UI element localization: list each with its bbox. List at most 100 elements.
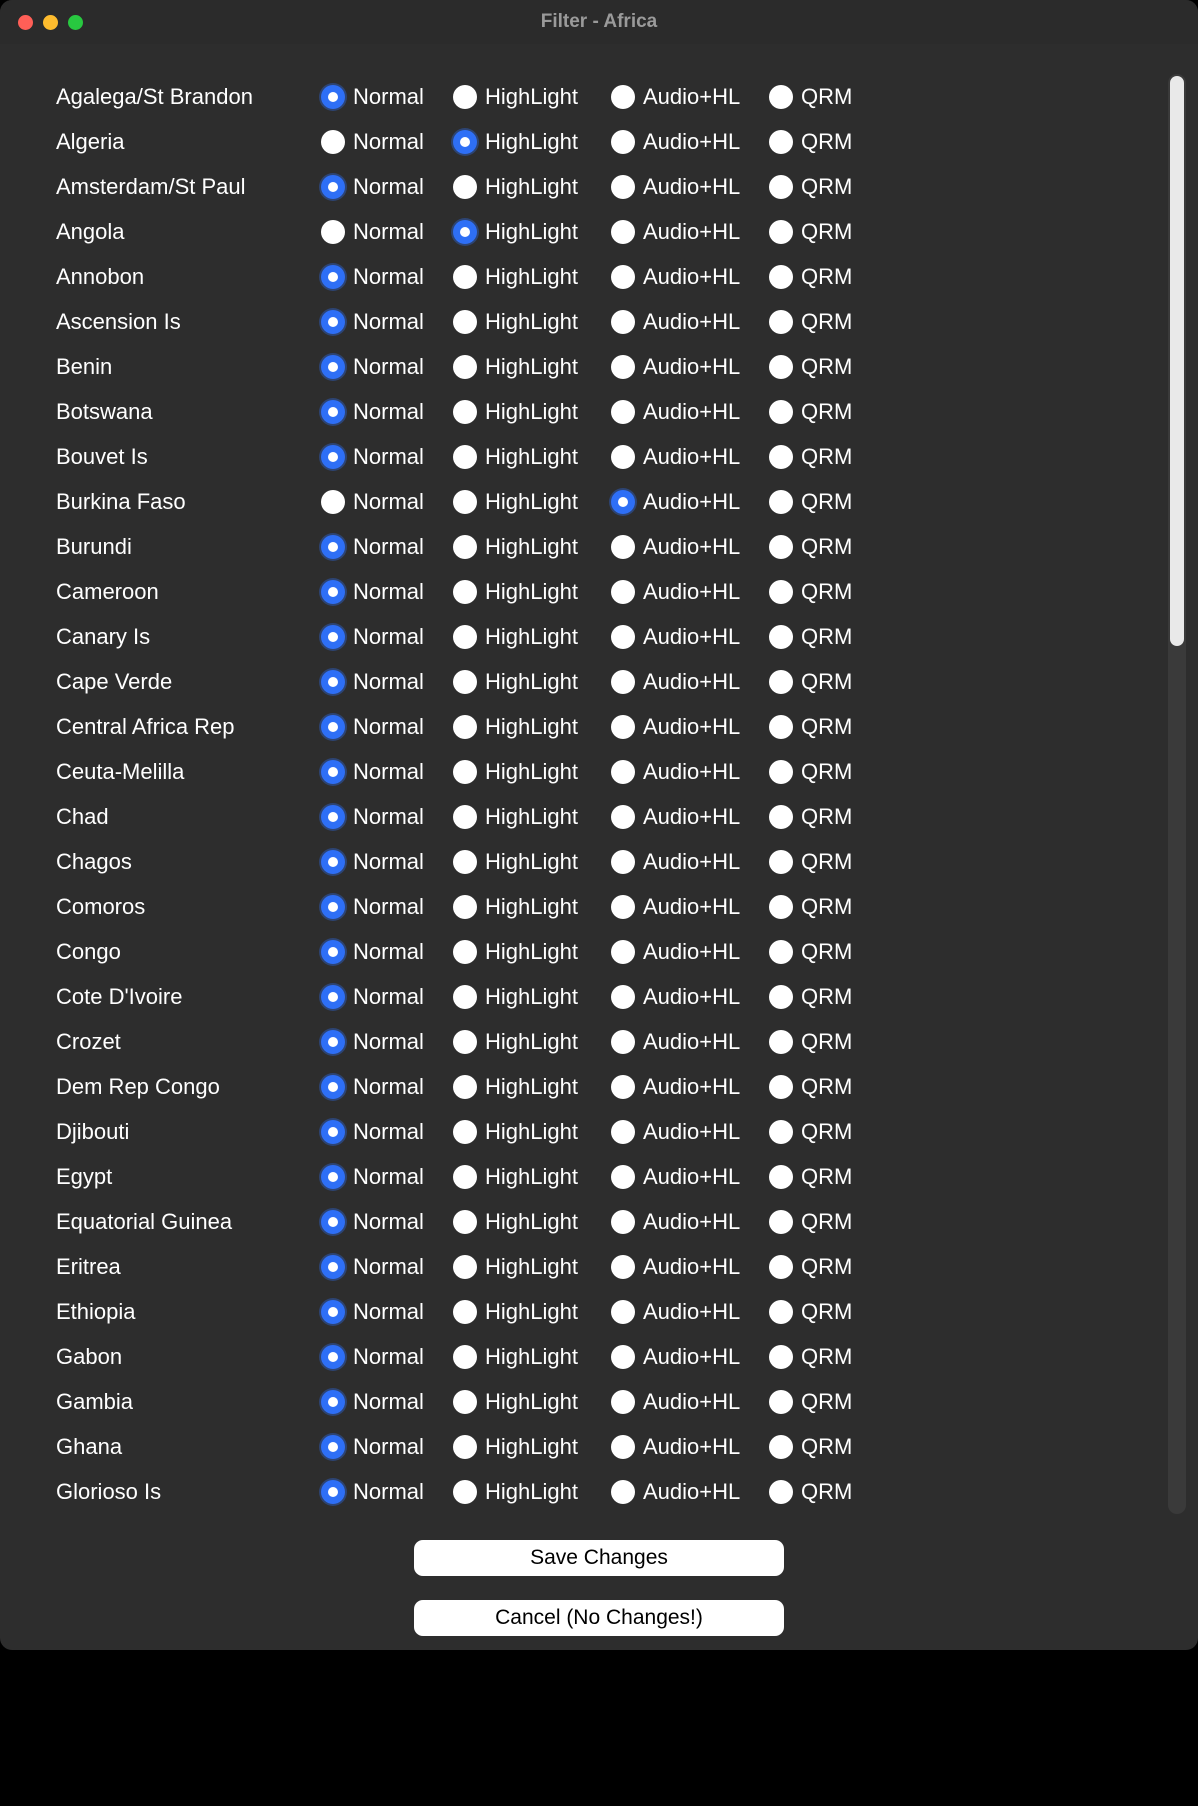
radio-button-icon[interactable] (453, 895, 477, 919)
radio-highlight[interactable]: HighLight (453, 1254, 601, 1280)
radio-button-icon[interactable] (611, 895, 635, 919)
radio-audiohl[interactable]: Audio+HL (611, 129, 759, 155)
radio-normal[interactable]: Normal (321, 1389, 443, 1415)
radio-qrm[interactable]: QRM (769, 759, 861, 785)
radio-button-icon[interactable] (769, 625, 793, 649)
radio-button-icon[interactable] (453, 490, 477, 514)
radio-button-icon[interactable] (321, 265, 345, 289)
radio-button-icon[interactable] (453, 805, 477, 829)
radio-qrm[interactable]: QRM (769, 894, 861, 920)
radio-button-icon[interactable] (453, 220, 477, 244)
radio-button-icon[interactable] (453, 760, 477, 784)
radio-normal[interactable]: Normal (321, 354, 443, 380)
radio-normal[interactable]: Normal (321, 714, 443, 740)
radio-highlight[interactable]: HighLight (453, 1344, 601, 1370)
radio-highlight[interactable]: HighLight (453, 669, 601, 695)
radio-button-icon[interactable] (453, 130, 477, 154)
radio-qrm[interactable]: QRM (769, 1299, 861, 1325)
radio-audiohl[interactable]: Audio+HL (611, 399, 759, 425)
radio-button-icon[interactable] (321, 445, 345, 469)
radio-qrm[interactable]: QRM (769, 1344, 861, 1370)
radio-qrm[interactable]: QRM (769, 1434, 861, 1460)
radio-button-icon[interactable] (769, 1345, 793, 1369)
radio-normal[interactable]: Normal (321, 804, 443, 830)
radio-highlight[interactable]: HighLight (453, 444, 601, 470)
radio-button-icon[interactable] (321, 715, 345, 739)
radio-button-icon[interactable] (321, 985, 345, 1009)
radio-button-icon[interactable] (611, 490, 635, 514)
radio-qrm[interactable]: QRM (769, 714, 861, 740)
radio-button-icon[interactable] (769, 1480, 793, 1504)
radio-button-icon[interactable] (611, 715, 635, 739)
radio-button-icon[interactable] (321, 1435, 345, 1459)
radio-button-icon[interactable] (453, 1480, 477, 1504)
radio-audiohl[interactable]: Audio+HL (611, 309, 759, 335)
radio-qrm[interactable]: QRM (769, 84, 861, 110)
radio-normal[interactable]: Normal (321, 849, 443, 875)
radio-button-icon[interactable] (611, 670, 635, 694)
radio-button-icon[interactable] (769, 760, 793, 784)
radio-highlight[interactable]: HighLight (453, 219, 601, 245)
radio-audiohl[interactable]: Audio+HL (611, 489, 759, 515)
radio-normal[interactable]: Normal (321, 1164, 443, 1190)
radio-button-icon[interactable] (321, 895, 345, 919)
radio-qrm[interactable]: QRM (769, 1074, 861, 1100)
radio-highlight[interactable]: HighLight (453, 894, 601, 920)
radio-qrm[interactable]: QRM (769, 1479, 861, 1505)
radio-button-icon[interactable] (453, 625, 477, 649)
radio-highlight[interactable]: HighLight (453, 1479, 601, 1505)
radio-button-icon[interactable] (321, 805, 345, 829)
radio-button-icon[interactable] (769, 670, 793, 694)
radio-highlight[interactable]: HighLight (453, 1434, 601, 1460)
radio-button-icon[interactable] (611, 1030, 635, 1054)
scrollbar-track[interactable] (1168, 74, 1186, 1514)
radio-button-icon[interactable] (453, 175, 477, 199)
radio-button-icon[interactable] (769, 1435, 793, 1459)
radio-normal[interactable]: Normal (321, 1434, 443, 1460)
radio-normal[interactable]: Normal (321, 1029, 443, 1055)
radio-highlight[interactable]: HighLight (453, 624, 601, 650)
radio-normal[interactable]: Normal (321, 894, 443, 920)
radio-qrm[interactable]: QRM (769, 1119, 861, 1145)
radio-qrm[interactable]: QRM (769, 624, 861, 650)
radio-qrm[interactable]: QRM (769, 1164, 861, 1190)
radio-normal[interactable]: Normal (321, 399, 443, 425)
radio-button-icon[interactable] (453, 580, 477, 604)
radio-qrm[interactable]: QRM (769, 669, 861, 695)
radio-button-icon[interactable] (453, 1435, 477, 1459)
radio-button-icon[interactable] (321, 1300, 345, 1324)
radio-button-icon[interactable] (769, 1075, 793, 1099)
radio-normal[interactable]: Normal (321, 1209, 443, 1235)
close-icon[interactable] (18, 15, 33, 30)
radio-normal[interactable]: Normal (321, 84, 443, 110)
radio-audiohl[interactable]: Audio+HL (611, 1164, 759, 1190)
radio-button-icon[interactable] (453, 355, 477, 379)
radio-highlight[interactable]: HighLight (453, 264, 601, 290)
radio-button-icon[interactable] (611, 850, 635, 874)
radio-audiohl[interactable]: Audio+HL (611, 939, 759, 965)
radio-qrm[interactable]: QRM (769, 264, 861, 290)
radio-audiohl[interactable]: Audio+HL (611, 219, 759, 245)
radio-button-icon[interactable] (611, 1300, 635, 1324)
radio-highlight[interactable]: HighLight (453, 489, 601, 515)
radio-button-icon[interactable] (769, 715, 793, 739)
radio-button-icon[interactable] (769, 1165, 793, 1189)
radio-button-icon[interactable] (769, 805, 793, 829)
save-button[interactable]: Save Changes (414, 1540, 784, 1576)
radio-highlight[interactable]: HighLight (453, 174, 601, 200)
radio-qrm[interactable]: QRM (769, 219, 861, 245)
radio-audiohl[interactable]: Audio+HL (611, 1344, 759, 1370)
radio-button-icon[interactable] (769, 175, 793, 199)
radio-normal[interactable]: Normal (321, 219, 443, 245)
radio-qrm[interactable]: QRM (769, 399, 861, 425)
radio-button-icon[interactable] (321, 1165, 345, 1189)
radio-button-icon[interactable] (453, 535, 477, 559)
radio-button-icon[interactable] (453, 985, 477, 1009)
radio-highlight[interactable]: HighLight (453, 1389, 601, 1415)
radio-audiohl[interactable]: Audio+HL (611, 174, 759, 200)
radio-button-icon[interactable] (769, 1255, 793, 1279)
radio-highlight[interactable]: HighLight (453, 1209, 601, 1235)
radio-button-icon[interactable] (611, 310, 635, 334)
radio-button-icon[interactable] (321, 175, 345, 199)
radio-button-icon[interactable] (611, 1165, 635, 1189)
